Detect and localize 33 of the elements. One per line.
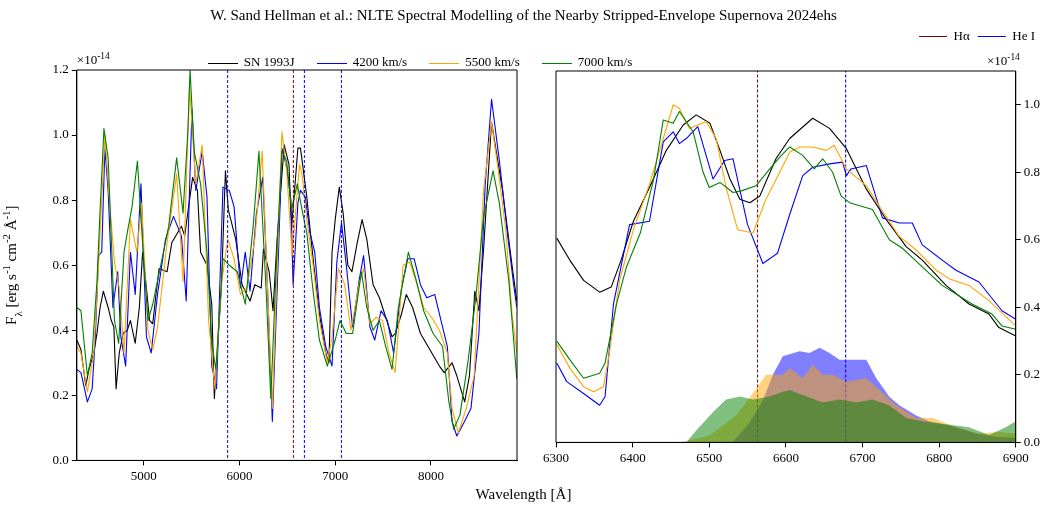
legend-label: 4200 km/s: [352, 54, 408, 69]
y2-tick-label: 0.4: [1023, 298, 1041, 314]
y-tick-label: 0.0: [52, 451, 69, 467]
y-tick-label: 0.8: [52, 191, 69, 207]
x-tick-label: 6900: [1002, 449, 1029, 465]
y2-tick-label: 0.2: [1023, 366, 1040, 382]
y-tick-label: 0.6: [52, 256, 70, 272]
legend-label: 7000 km/s: [577, 54, 633, 69]
x-axis-title: Wavelength [Å]: [474, 486, 573, 503]
x-tick-label: 6000: [226, 467, 253, 483]
y-tick-label: 1.0: [52, 126, 69, 142]
y2-tick-label: 0.6: [1023, 231, 1041, 247]
x-tick-label: 6300: [543, 449, 569, 465]
legend-label: 5500 km/s: [465, 54, 520, 69]
y2-tick-label: 0.8: [1023, 163, 1040, 179]
chart-title: W. Sand Hellman et al.: NLTE Spectral Modelling of the Nearby Stripped-Envelope Supernova 2024ehs: [209, 7, 838, 24]
y2-tick-label: 1.0: [1023, 96, 1040, 112]
x-tick-label: 6700: [849, 449, 876, 465]
text: Fλ [erg s-1 cm-2 Å-1]: [0, 205, 24, 325]
x-tick-label: 5000: [130, 467, 157, 483]
x-tick-label: 6800: [926, 449, 953, 465]
x-tick-label: 7000: [322, 467, 349, 483]
y-tick-label: 0.4: [52, 321, 70, 337]
y-tick-label: 1.2: [52, 61, 69, 77]
x-tick-label: 6600: [772, 449, 799, 465]
y-tick-label: 0.2: [52, 386, 69, 402]
x-tick-label: 6400: [619, 449, 646, 465]
legend-label: Hα: [953, 27, 970, 43]
legend-label: SN 1993J: [243, 54, 295, 69]
x-tick-label: 8000: [417, 467, 444, 483]
legend-label: He I: [1012, 27, 1036, 43]
y2-tick-label: 0.0: [1023, 433, 1040, 449]
x-tick-label: 6500: [696, 449, 723, 465]
